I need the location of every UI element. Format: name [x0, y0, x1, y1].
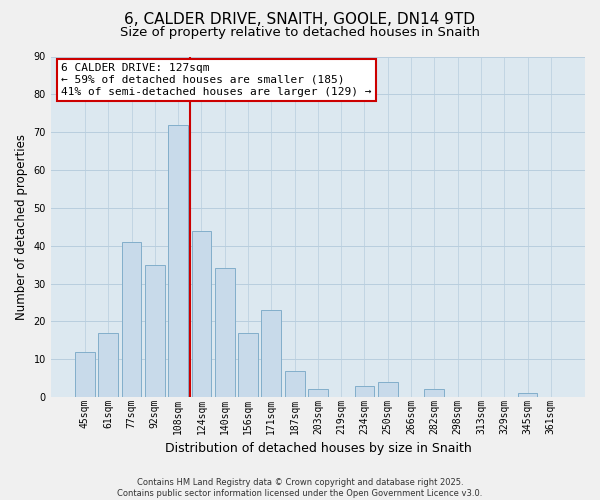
Bar: [168, 124, 188, 397]
Text: Size of property relative to detached houses in Snaith: Size of property relative to detached ho…: [120, 26, 480, 39]
Bar: [424, 390, 444, 397]
Text: 6, CALDER DRIVE, SNAITH, GOOLE, DN14 9TD: 6, CALDER DRIVE, SNAITH, GOOLE, DN14 9TD: [125, 12, 476, 28]
Bar: [378, 382, 398, 397]
X-axis label: Distribution of detached houses by size in Snaith: Distribution of detached houses by size …: [164, 442, 471, 455]
Text: Contains HM Land Registry data © Crown copyright and database right 2025.
Contai: Contains HM Land Registry data © Crown c…: [118, 478, 482, 498]
Bar: [191, 230, 211, 397]
Bar: [285, 370, 305, 397]
Bar: [518, 393, 538, 397]
Bar: [238, 332, 258, 397]
Bar: [122, 242, 142, 397]
Text: 6 CALDER DRIVE: 127sqm
← 59% of detached houses are smaller (185)
41% of semi-de: 6 CALDER DRIVE: 127sqm ← 59% of detached…: [61, 64, 372, 96]
Y-axis label: Number of detached properties: Number of detached properties: [15, 134, 28, 320]
Bar: [262, 310, 281, 397]
Bar: [215, 268, 235, 397]
Bar: [355, 386, 374, 397]
Bar: [308, 390, 328, 397]
Bar: [75, 352, 95, 397]
Bar: [145, 264, 165, 397]
Bar: [98, 332, 118, 397]
